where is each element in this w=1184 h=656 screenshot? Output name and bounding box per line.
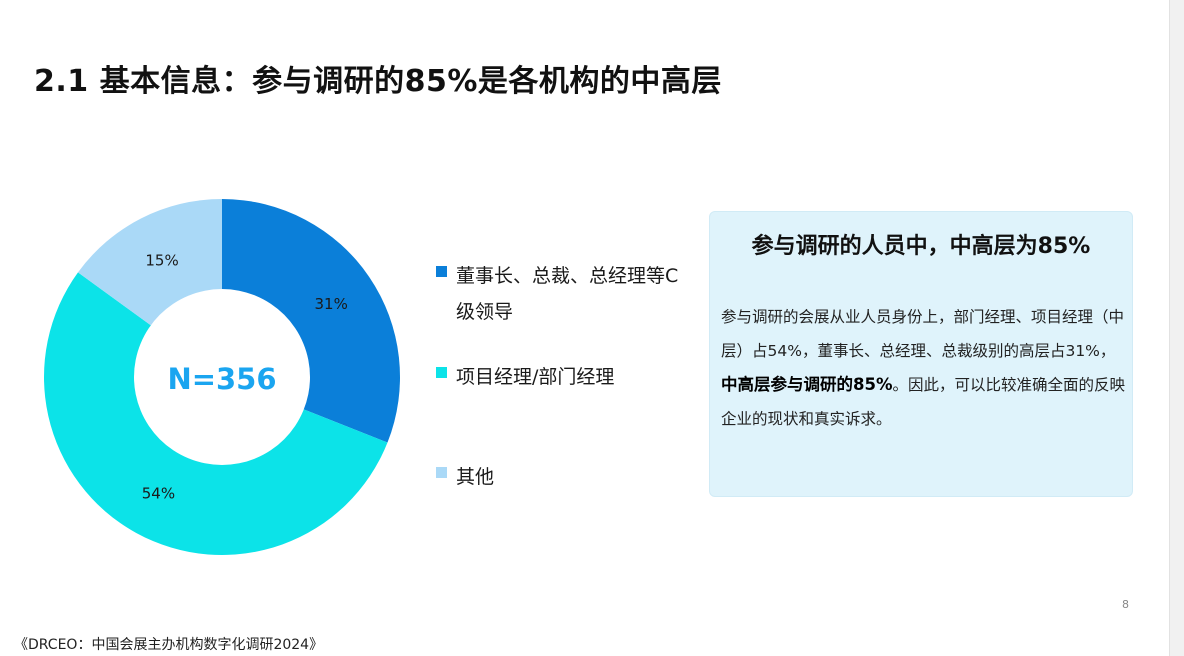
legend-swatch-other (436, 467, 447, 478)
summary-box: 参与调研的人员中，中高层为85% 参与调研的会展从业人员身份上，部门经理、项目经… (709, 211, 1133, 497)
legend-label-manager: 项目经理/部门经理 (456, 366, 615, 388)
source-footnote: 《DRCEO：中国会展主办机构数字化调研2024》 (14, 637, 324, 653)
donut-hole (134, 289, 310, 465)
page-number: 8 (1122, 598, 1129, 611)
legend-swatch-c-level (436, 266, 447, 277)
summary-body: 参与调研的会展从业人员身份上，部门经理、项目经理（中层）占54%，董事长、总经理… (721, 300, 1125, 436)
summary-text-part2: 。因此，可以比较准确全面的反映企业的现状和真实诉求。 (721, 376, 1126, 428)
slide-title: 2.1 基本信息：参与调研的85%是各机构的中高层 (34, 64, 722, 99)
window-edge (1169, 0, 1184, 656)
slice-label-manager: 54% (142, 485, 175, 503)
slice-label-c-level: 31% (315, 295, 348, 313)
center-label: N=356 (167, 362, 276, 396)
summary-text-part1: 参与调研的会展从业人员身份上，部门经理、项目经理（中层）占54%，董事长、总经理… (721, 308, 1125, 360)
legend-label-other: 其他 (456, 466, 495, 488)
donut-chart: 31% 54% 15% N=356 (43, 199, 400, 555)
summary-text-bold: 中高层参与调研的85% (721, 375, 893, 394)
slice-label-other: 15% (145, 251, 178, 269)
summary-heading: 参与调研的人员中，中高层为85% (751, 234, 1091, 259)
legend-swatch-manager (436, 367, 447, 378)
legend-label-c-level: 董事长、总裁、总经理等C级领导 (456, 265, 679, 323)
